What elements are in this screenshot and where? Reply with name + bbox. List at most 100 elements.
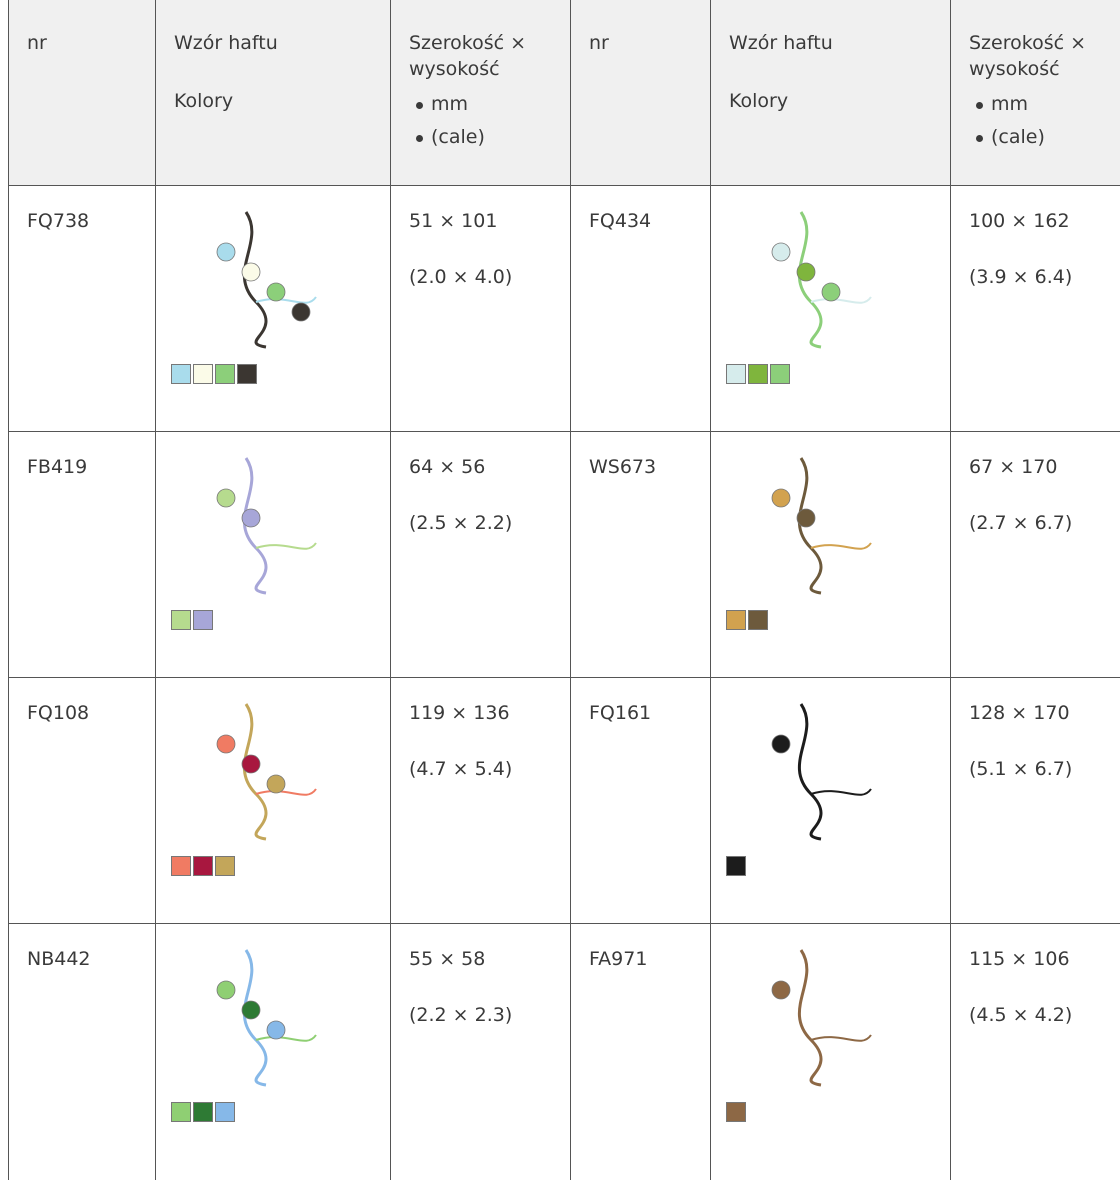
- code-cell: NB442: [8, 923, 156, 1180]
- design-cell: [710, 677, 951, 924]
- code-cell: WS673: [570, 431, 711, 678]
- design-cell: [710, 431, 951, 678]
- size-inch: (3.9 × 6.4): [969, 266, 1073, 288]
- swatch: [171, 856, 191, 876]
- header-text: Kolory: [174, 90, 234, 112]
- size-mm: 128 × 170: [969, 702, 1070, 724]
- design-cell: [155, 431, 391, 678]
- color-swatches: [726, 610, 768, 630]
- unit-list: mm (cale): [969, 88, 1120, 154]
- color-swatches: [726, 856, 746, 876]
- size-cell: 119 × 136 (4.7 × 5.4): [390, 677, 571, 924]
- swatch: [171, 1102, 191, 1122]
- table-row: FQ108 119 × 136 (4.7 × 5.4) FQ161 128 × 17…: [8, 677, 1120, 924]
- unit-item: mm: [976, 88, 1120, 121]
- size-mm: 119 × 136: [409, 702, 510, 724]
- swatch: [193, 364, 213, 384]
- swatch: [215, 1102, 235, 1122]
- design-code: FB419: [27, 456, 88, 478]
- header-text: Szerokość ×: [409, 32, 526, 54]
- swatch: [726, 610, 746, 630]
- design-image: [771, 457, 872, 595]
- code-cell: FQ161: [570, 677, 711, 924]
- header-text: Wzór haftu: [174, 32, 278, 54]
- design-code: NB442: [27, 948, 91, 970]
- size-mm: 100 × 162: [969, 210, 1070, 232]
- color-swatches: [171, 856, 235, 876]
- size-mm: 115 × 106: [969, 948, 1070, 970]
- color-swatches: [726, 1102, 746, 1122]
- design-table: nr Wzór haftu Kolory Szerokość × wysokość mm(…: [8, 0, 1120, 1180]
- swatch: [726, 364, 746, 384]
- size-mm: 55 × 58: [409, 948, 486, 970]
- size-inch: (2.7 × 6.7): [969, 512, 1073, 534]
- code-cell: FQ108: [8, 677, 156, 924]
- header-text: wysokość: [409, 58, 500, 80]
- size-inch: (2.0 × 4.0): [409, 266, 513, 288]
- design-code: FQ161: [589, 702, 652, 724]
- size-inch: (2.5 × 2.2): [409, 512, 513, 534]
- code-cell: FA971: [570, 923, 711, 1180]
- size-inch: (4.7 × 5.4): [409, 758, 513, 780]
- size-inch: (2.2 × 2.3): [409, 1004, 513, 1026]
- header-text: Wzór haftu: [729, 32, 833, 54]
- header-cell: Szerokość × wysokość mm (cale): [950, 0, 1120, 186]
- swatch: [726, 856, 746, 876]
- header-cell: nr: [570, 0, 711, 186]
- table-row: FQ738 51 × 101 (2.0 × 4.0) FQ434 100 × 162…: [8, 185, 1120, 432]
- design-image: [771, 703, 872, 841]
- design-code: FQ738: [27, 210, 90, 232]
- header-text: Kolory: [729, 90, 789, 112]
- color-swatches: [726, 364, 790, 384]
- design-cell: [710, 185, 951, 432]
- unit-item: (cale): [416, 121, 570, 154]
- header-cell: Wzór haftu Kolory: [155, 0, 391, 186]
- header-cell: Szerokość × wysokość mm (cale): [390, 0, 571, 186]
- design-image: [771, 949, 872, 1087]
- size-cell: 100 × 162 (3.9 × 6.4): [950, 185, 1120, 432]
- size-inch: (5.1 × 6.7): [969, 758, 1073, 780]
- size-cell: 51 × 101 (2.0 × 4.0): [390, 185, 571, 432]
- table-row: NB442 55 × 58 (2.2 × 2.3) FA971 115 × 106 (…: [8, 923, 1120, 1180]
- design-image: [216, 949, 317, 1087]
- design-code: FQ108: [27, 702, 90, 724]
- color-swatches: [171, 1102, 235, 1122]
- swatch: [748, 364, 768, 384]
- table-row: FB419 64 × 56 (2.5 × 2.2) WS673 67 × 170 (2…: [8, 431, 1120, 678]
- swatch: [171, 364, 191, 384]
- design-cell: [155, 923, 391, 1180]
- swatch: [193, 856, 213, 876]
- swatch: [748, 610, 768, 630]
- color-swatches: [171, 610, 213, 630]
- unit-item: mm: [416, 88, 570, 121]
- size-cell: 128 × 170 (5.1 × 6.7): [950, 677, 1120, 924]
- size-mm: 67 × 170: [969, 456, 1058, 478]
- swatch: [770, 364, 790, 384]
- swatch: [193, 610, 213, 630]
- header-cell: nr: [8, 0, 156, 186]
- size-cell: 64 × 56 (2.5 × 2.2): [390, 431, 571, 678]
- header-cell: Wzór haftu Kolory: [710, 0, 951, 186]
- color-swatches: [171, 364, 257, 384]
- code-cell: FQ738: [8, 185, 156, 432]
- unit-item: (cale): [976, 121, 1120, 154]
- size-mm: 64 × 56: [409, 456, 486, 478]
- design-image: [216, 211, 317, 349]
- swatch: [726, 1102, 746, 1122]
- size-cell: 67 × 170 (2.7 × 6.7): [950, 431, 1120, 678]
- size-mm: 51 × 101: [409, 210, 498, 232]
- design-code: WS673: [589, 456, 657, 478]
- header-text: Szerokość ×: [969, 32, 1086, 54]
- code-cell: FB419: [8, 431, 156, 678]
- size-cell: 55 × 58 (2.2 × 2.3): [390, 923, 571, 1180]
- design-code: FA971: [589, 948, 648, 970]
- header-text: nr: [589, 32, 609, 54]
- size-cell: 115 × 106 (4.5 × 4.2): [950, 923, 1120, 1180]
- design-cell: [710, 923, 951, 1180]
- swatch: [171, 610, 191, 630]
- header-text: nr: [27, 32, 47, 54]
- header-row: nr Wzór haftu Kolory Szerokość × wysokość mm(…: [8, 0, 1120, 186]
- swatch: [193, 1102, 213, 1122]
- unit-list: mm (cale): [409, 88, 570, 154]
